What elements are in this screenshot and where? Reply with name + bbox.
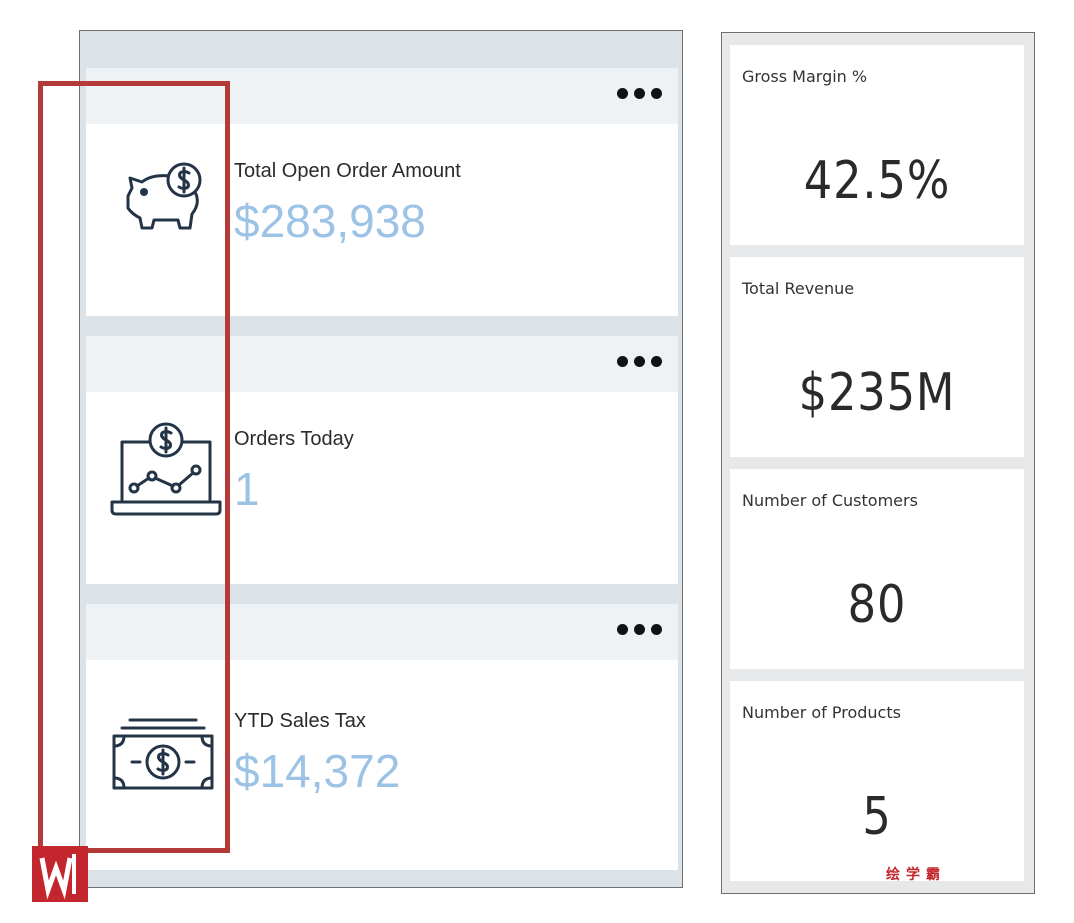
kpi-value: $283,938 — [234, 195, 426, 247]
card-body: Total Open Order Amount $283,938 — [86, 124, 678, 316]
kpi-value: $14,372 — [234, 745, 401, 797]
tile-gross-margin[interactable]: Gross Margin % 42.5% — [730, 45, 1024, 245]
tile-value: 42.5% — [803, 151, 951, 211]
card-header — [86, 68, 678, 124]
card-header — [86, 336, 678, 392]
tile-title: Gross Margin % — [742, 67, 868, 86]
kpi-card-ytd-sales-tax: YTD Sales Tax $14,372 — [86, 604, 678, 870]
laptop-dollar-chart-icon — [110, 422, 222, 516]
card-body: YTD Sales Tax $14,372 — [86, 660, 678, 870]
piggy-bank-dollar-icon — [126, 162, 202, 230]
tile-number-of-customers[interactable]: Number of Customers 80 — [730, 469, 1024, 669]
tile-total-revenue[interactable]: Total Revenue $235M — [730, 257, 1024, 457]
tile-title: Number of Customers — [742, 491, 918, 510]
card-body: Orders Today 1 — [86, 392, 678, 584]
more-options-icon[interactable] — [617, 88, 662, 99]
more-options-icon[interactable] — [617, 356, 662, 367]
kpi-value: 1 — [234, 463, 260, 515]
kpi-title: YTD Sales Tax — [234, 710, 366, 732]
card-header — [86, 604, 678, 660]
tile-title: Total Revenue — [742, 279, 855, 298]
kpi-card-orders-today: Orders Today 1 — [86, 336, 678, 584]
tile-value: 5 — [862, 787, 892, 847]
cash-stack-icon — [112, 718, 214, 790]
watermark-logo — [32, 846, 88, 902]
more-options-icon[interactable] — [617, 624, 662, 635]
metric-tile-panel: Gross Margin % 42.5% Total Revenue $235M… — [721, 32, 1035, 894]
tile-value: $235M — [798, 363, 956, 423]
kpi-title: Orders Today — [234, 428, 354, 450]
watermark-text: 绘学霸 — [886, 867, 946, 883]
kpi-title: Total Open Order Amount — [234, 160, 461, 182]
tile-title: Number of Products — [742, 703, 901, 722]
watermark-logo-icon — [39, 854, 76, 900]
tile-number-of-products[interactable]: Number of Products 5 — [730, 681, 1024, 881]
tile-value: 80 — [847, 575, 907, 635]
kpi-card-panel: Total Open Order Amount $283,938 Orders … — [79, 30, 683, 888]
kpi-card-open-orders: Total Open Order Amount $283,938 — [86, 68, 678, 316]
